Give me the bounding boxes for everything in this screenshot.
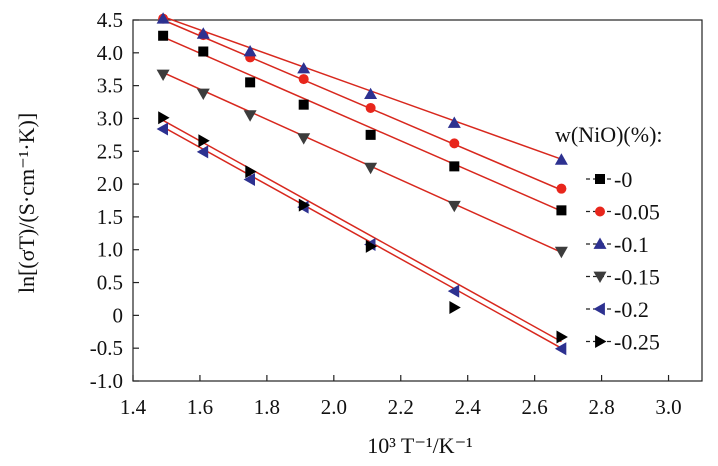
y-tick-label: 0.5 xyxy=(97,271,123,295)
x-tick-label: 2.6 xyxy=(522,395,548,419)
data-point xyxy=(298,99,309,110)
data-point xyxy=(556,183,567,194)
legend-marker xyxy=(595,206,605,217)
x-tick-label: 1.4 xyxy=(120,395,147,419)
data-point xyxy=(243,173,255,186)
x-tick-label: 1.8 xyxy=(254,395,280,419)
legend-label: -0 xyxy=(614,167,632,192)
data-point xyxy=(297,133,311,145)
data-point xyxy=(245,165,257,179)
data-point xyxy=(449,138,460,149)
legend-label: -0.1 xyxy=(614,232,649,257)
data-point xyxy=(556,205,567,216)
y-axis-label: ln[(σT)/(S·cm⁻¹·K)] xyxy=(14,113,39,293)
y-axis: -1.0 -0.5 0 0.5 1.0 1.5 2.0 2.5 3.0 3.5 4.0 4.5 xyxy=(90,8,139,393)
y-tick-label: -1.0 xyxy=(90,369,123,393)
data-point xyxy=(158,30,169,41)
data-point xyxy=(297,62,311,74)
data-point xyxy=(365,129,376,140)
data-point xyxy=(243,45,257,57)
data-point xyxy=(447,200,461,213)
plot-border xyxy=(132,19,703,382)
y-tick-label: 1.5 xyxy=(97,205,123,229)
x-tick-label: 2.4 xyxy=(455,395,482,419)
fit-line xyxy=(162,119,562,343)
data-point xyxy=(156,69,170,81)
y-tick-label: 2.0 xyxy=(97,172,123,196)
data-point xyxy=(196,27,210,39)
data-point xyxy=(198,46,209,57)
data-point xyxy=(196,88,210,100)
data-point xyxy=(447,284,460,298)
data-point xyxy=(198,134,210,148)
data-point xyxy=(156,122,168,136)
fit-line xyxy=(162,126,562,349)
legend-marker xyxy=(595,335,607,348)
y-tick-label: 4.0 xyxy=(97,41,123,65)
fit-line xyxy=(162,36,562,212)
y-tick-label: 3.5 xyxy=(97,74,123,98)
y-tick-label: 3.0 xyxy=(97,106,123,130)
data-point xyxy=(158,111,170,125)
fit-line xyxy=(162,16,562,160)
legend-label: -0.05 xyxy=(614,200,660,225)
data-point xyxy=(243,110,257,122)
y-tick-label: -0.5 xyxy=(90,336,123,360)
data-point xyxy=(554,153,568,165)
data-point xyxy=(364,87,378,99)
y-tick-label: 2.5 xyxy=(97,139,123,163)
fit-lines xyxy=(162,16,562,349)
data-point xyxy=(554,342,567,356)
x-tick-label: 2.2 xyxy=(388,395,414,419)
y-tick-label: 0 xyxy=(113,303,124,327)
legend-marker xyxy=(593,302,605,316)
data-point xyxy=(156,12,170,24)
plot-frame xyxy=(132,19,703,382)
data-point xyxy=(449,161,460,172)
data-point xyxy=(196,145,209,159)
x-tick-label: 1.6 xyxy=(187,395,213,419)
legend-marker xyxy=(593,237,607,249)
legend-marker xyxy=(595,174,605,184)
data-point xyxy=(365,239,378,253)
x-axis-label: 10³ T⁻¹/K⁻¹ xyxy=(367,433,473,458)
fit-line xyxy=(162,19,562,191)
legend-label: -0.25 xyxy=(614,330,660,355)
x-tick-label: 3.0 xyxy=(655,395,681,419)
data-point xyxy=(298,198,311,212)
data-points xyxy=(156,12,568,356)
data-point xyxy=(554,246,568,259)
data-point xyxy=(298,74,309,85)
x-tick-label: 2.0 xyxy=(321,395,347,419)
data-point xyxy=(449,301,461,314)
data-point xyxy=(447,116,461,128)
legend-title: w(NiO)(%): xyxy=(555,122,663,147)
data-point xyxy=(556,330,568,344)
legend-label: -0.15 xyxy=(614,265,660,290)
x-axis: 1.4 1.6 1.8 2.0 2.2 2.4 2.6 2.8 3.0 xyxy=(120,375,682,419)
data-point xyxy=(245,77,256,88)
y-tick-label: 1.0 xyxy=(97,238,123,262)
data-point xyxy=(364,162,378,175)
y-tick-label: 4.5 xyxy=(97,8,123,32)
fit-line xyxy=(162,71,562,254)
x-tick-label: 2.8 xyxy=(588,395,614,419)
data-point xyxy=(365,102,376,113)
legend-label: -0.2 xyxy=(614,297,649,322)
legend: w(NiO)(%): -0 -0.05 -0.1 -0.15 -0.2 -0.25 xyxy=(555,122,663,355)
legend-marker xyxy=(593,271,607,283)
